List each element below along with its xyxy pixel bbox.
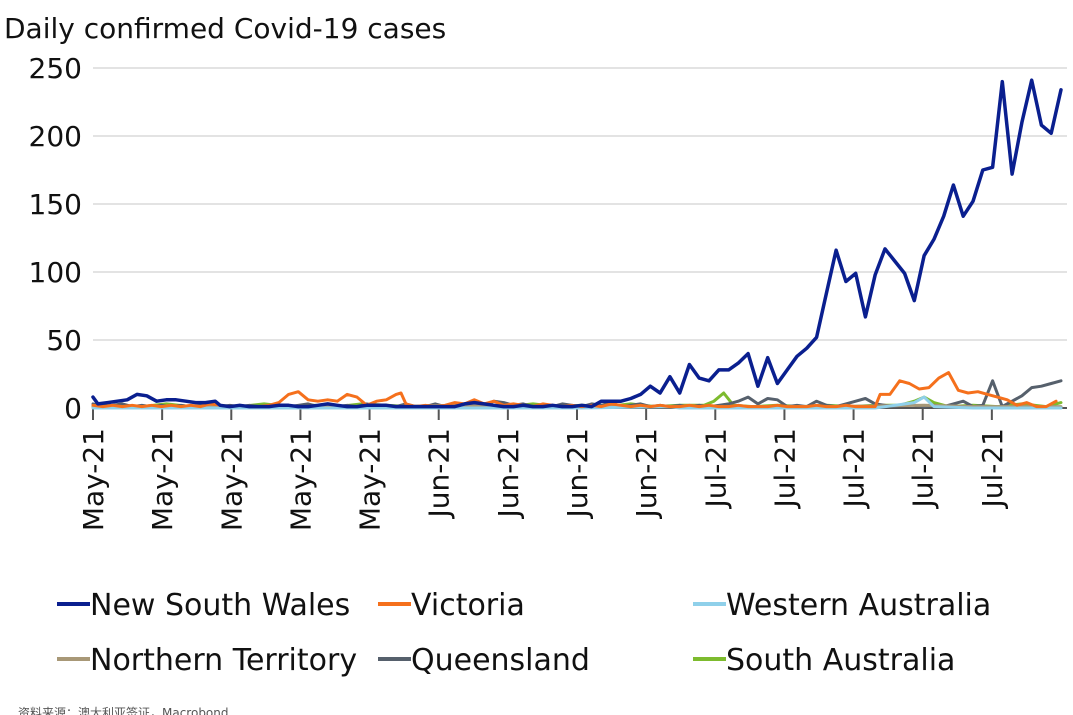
- x-tick-label-0: May-21: [77, 428, 110, 531]
- x-tick-label-7: Jun-21: [561, 428, 594, 519]
- x-axis-ticks: May-21 May-21 May-21 May-21 May-21 Jun-21 Jun-…: [77, 408, 1009, 531]
- y-tick-label-200: 200: [29, 120, 82, 153]
- y-tick-label-50: 50: [46, 324, 82, 357]
- x-tick-label-11: Jul-21: [838, 428, 871, 510]
- x-tick-label-4: May-21: [354, 428, 387, 531]
- chart-title: Daily confirmed Covid-19 cases: [4, 12, 446, 45]
- y-tick-label-250: 250: [29, 52, 82, 85]
- y-axis-tick-labels: 0 50 100 150 200 250: [29, 52, 82, 425]
- x-tick-label-6: Jun-21: [492, 428, 525, 519]
- x-tick-label-8: Jun-21: [630, 428, 663, 519]
- series-line-new-south-wales: [91, 78, 1063, 409]
- x-tick-label-12: Jul-21: [907, 428, 940, 510]
- legend-label-victoria: Victoria: [411, 588, 525, 623]
- x-tick-label-9: Jul-21: [699, 428, 732, 510]
- y-tick-label-100: 100: [29, 256, 82, 289]
- x-tick-label-3: May-21: [284, 428, 317, 531]
- x-tick-label-13: Jul-21: [976, 428, 1009, 510]
- legend: New South Wales Victoria Western Australia…: [57, 588, 991, 678]
- legend-label-northern-territory: Northern Territory: [90, 643, 357, 678]
- legend-label-queensland: Queensland: [411, 643, 590, 678]
- gridlines: [93, 67, 1067, 341]
- source-note: 资料来源：澳大利亚签证，Macrobond: [18, 705, 229, 715]
- legend-label-south-australia: South Australia: [726, 643, 955, 678]
- data-series: [91, 78, 1063, 410]
- y-tick-label-150: 150: [29, 188, 82, 221]
- legend-label-new-south-wales: New South Wales: [90, 588, 350, 623]
- legend-label-western-australia: Western Australia: [726, 588, 991, 623]
- x-tick-label-1: May-21: [146, 428, 179, 531]
- x-tick-label-10: Jul-21: [768, 428, 801, 510]
- y-tick-label-0: 0: [64, 392, 82, 425]
- x-tick-label-2: May-21: [215, 428, 248, 531]
- x-tick-label-5: Jun-21: [423, 428, 456, 519]
